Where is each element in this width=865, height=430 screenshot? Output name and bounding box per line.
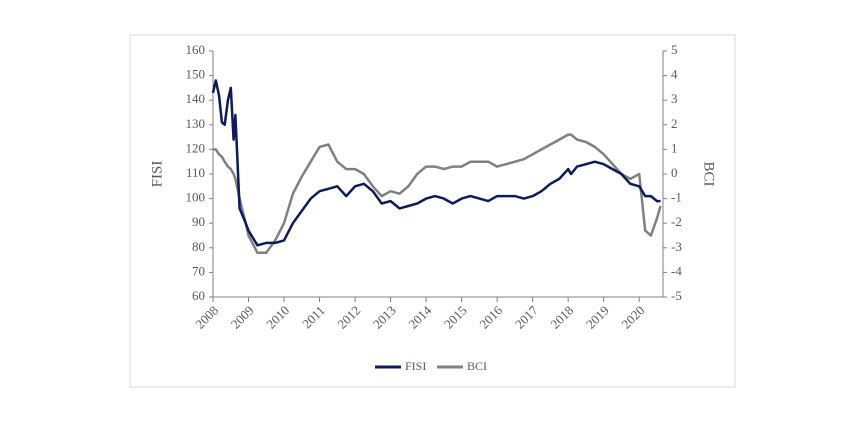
y2-tick-label: 5 <box>671 42 678 57</box>
y2-tick-label: 0 <box>671 165 678 180</box>
y-tick-label: 160 <box>186 42 206 57</box>
y-tick-label: 130 <box>186 116 206 131</box>
y-tick-label: 150 <box>186 67 206 82</box>
y2-tick-label: 1 <box>671 140 678 155</box>
y-tick-label: 140 <box>186 91 206 106</box>
y2-tick-label: -5 <box>671 288 682 303</box>
y2-tick-label: -4 <box>671 263 682 278</box>
y-tick-label: 70 <box>192 263 205 278</box>
y2-tick-label: -3 <box>671 239 682 254</box>
y-axis-label: FISI <box>149 161 165 188</box>
y-tick-label: 120 <box>186 140 206 155</box>
y2-tick-label: 4 <box>671 67 678 82</box>
y-tick-label: 80 <box>192 239 205 254</box>
y-tick-label: 110 <box>186 165 205 180</box>
y2-tick-label: -2 <box>671 214 682 229</box>
legend-label: FISI <box>405 359 426 373</box>
y-tick-label: 60 <box>192 288 205 303</box>
y2-tick-label: 3 <box>671 91 678 106</box>
y-tick-label: 90 <box>192 214 205 229</box>
legend-label: BCI <box>467 359 487 373</box>
y-tick-label: 100 <box>186 190 206 205</box>
series-line <box>211 79 661 247</box>
y2-tick-label: 2 <box>671 116 678 131</box>
y2-axis-label: BCI <box>701 161 717 186</box>
y2-tick-label: -1 <box>671 190 682 205</box>
